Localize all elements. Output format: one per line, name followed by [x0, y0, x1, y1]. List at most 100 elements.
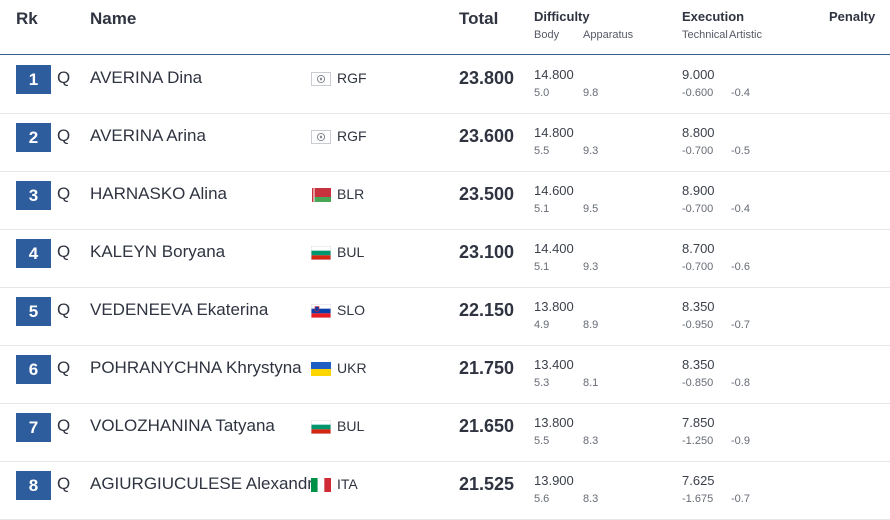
qualified-marker: Q	[57, 416, 71, 435]
table-row[interactable]: 8 Q AGIURGIUCULESE Alexandra ITA 21.525 13.90…	[0, 461, 890, 520]
qualified-marker: Q	[57, 242, 71, 261]
body-subheader: Body	[534, 29, 560, 41]
execution-score: 8.800	[682, 125, 715, 140]
artistic-deduction: -0.5	[731, 145, 750, 157]
country-code: BUL	[337, 244, 365, 260]
rank-badge: 4	[16, 239, 51, 268]
apparatus-subheader: Apparatus	[583, 29, 634, 41]
difficulty-score: 13.800	[534, 415, 574, 430]
total-score: 21.650	[459, 416, 515, 436]
qualified-marker: Q	[57, 184, 71, 203]
bul-flag-icon	[311, 246, 331, 260]
artistic-deduction: -0.4	[731, 87, 750, 99]
technical-deduction: -0.600	[682, 87, 714, 99]
execution-header: Execution	[682, 9, 745, 24]
difficulty-score: 13.400	[534, 357, 574, 372]
ukr-flag-icon	[311, 362, 331, 376]
athlete-name[interactable]: KALEYN Boryana	[90, 242, 226, 261]
qualified-marker: Q	[57, 300, 71, 319]
country-code: ITA	[337, 476, 358, 492]
apparatus-score: 9.3	[583, 261, 599, 273]
rank-badge: 3	[16, 181, 51, 210]
artistic-deduction: -0.9	[731, 435, 750, 447]
table-row[interactable]: 5 Q VEDENEEVA Ekaterina SLO 22.150 13.800 4.9 8…	[0, 287, 890, 346]
artistic-deduction: -0.4	[731, 203, 750, 215]
execution-score: 7.625	[682, 473, 715, 488]
technical-deduction: -0.700	[682, 261, 714, 273]
rank-badge: 2	[16, 123, 51, 152]
difficulty-score: 14.800	[534, 67, 574, 82]
blr-flag-icon	[311, 188, 331, 202]
difficulty-score: 14.600	[534, 183, 574, 198]
penalty-header: Penalty	[829, 9, 876, 24]
body-score: 5.5	[534, 435, 550, 447]
total-score: 21.525	[459, 474, 515, 494]
athlete-name[interactable]: HARNASKO Alina	[90, 184, 227, 203]
body-score: 4.9	[534, 319, 550, 331]
difficulty-score: 13.900	[534, 473, 574, 488]
slo-flag-icon	[311, 304, 331, 318]
country-code: UKR	[337, 360, 367, 376]
total-score: 23.500	[459, 184, 515, 204]
artistic-deduction: -0.8	[731, 377, 750, 389]
apparatus-score: 8.1	[583, 377, 599, 389]
difficulty-header: Difficulty	[534, 9, 590, 24]
country-code: SLO	[337, 302, 366, 318]
execution-score: 8.350	[682, 299, 715, 314]
artistic-deduction: -0.7	[731, 319, 750, 331]
qualified-marker: Q	[57, 68, 71, 87]
total-score: 22.150	[459, 300, 515, 320]
total-score: 21.750	[459, 358, 515, 378]
rank-badge: 7	[16, 413, 51, 442]
body-score: 5.1	[534, 261, 550, 273]
technical-deduction: -0.700	[682, 145, 714, 157]
body-score: 5.0	[534, 87, 550, 99]
athlete-name[interactable]: VOLOZHANINA Tatyana	[90, 416, 275, 435]
table-row[interactable]: 7 Q VOLOZHANINA Tatyana BUL 21.650 13.800 5.5 8…	[0, 403, 890, 462]
athlete-name[interactable]: POHRANYCHNA Khrystyna	[90, 358, 302, 377]
apparatus-score: 8.3	[583, 435, 599, 447]
artistic-subheader: Artistic	[729, 29, 762, 41]
technical-deduction: -0.950	[682, 319, 714, 331]
technical-deduction: -0.850	[682, 377, 714, 389]
artistic-deduction: -0.7	[731, 493, 750, 505]
apparatus-score: 9.3	[583, 145, 599, 157]
rgf-flag-icon	[311, 72, 331, 86]
athlete-name[interactable]: VEDENEEVA Ekaterina	[90, 300, 269, 319]
total-header: Total	[459, 9, 499, 28]
athlete-name[interactable]: AGIURGIUCULESE Alexandra	[90, 474, 323, 493]
table-row[interactable]: 1 Q AVERINA Dina RGF 23.800 14.800 5.0 9.8 9.000…	[0, 55, 890, 114]
country-code: BLR	[337, 186, 365, 202]
table-row[interactable]: 6 Q POHRANYCHNA Khrystyna UKR 21.750 13.400 5.…	[0, 345, 890, 404]
difficulty-score: 14.800	[534, 125, 574, 140]
body-score: 5.3	[534, 377, 550, 389]
apparatus-score: 8.3	[583, 493, 599, 505]
execution-score: 8.700	[682, 241, 715, 256]
rank-badge: 8	[16, 471, 51, 500]
execution-score: 8.900	[682, 183, 715, 198]
country-code: RGF	[337, 70, 367, 86]
technical-deduction: -1.250	[682, 435, 714, 447]
total-score: 23.800	[459, 68, 515, 88]
table-row[interactable]: 3 Q HARNASKO Alina BLR 23.500 14.600 5.1 9.5 8.9…	[0, 171, 890, 230]
total-score: 23.600	[459, 126, 515, 146]
athlete-name[interactable]: AVERINA Arina	[90, 126, 206, 145]
rgf-flag-icon	[311, 130, 331, 144]
execution-score: 8.350	[682, 357, 715, 372]
body-score: 5.5	[534, 145, 550, 157]
body-score: 5.6	[534, 493, 550, 505]
qualified-marker: Q	[57, 474, 71, 493]
technical-subheader: Technical	[682, 29, 728, 41]
bul-flag-icon	[311, 420, 331, 434]
apparatus-score: 9.8	[583, 87, 599, 99]
execution-score: 9.000	[682, 67, 715, 82]
technical-deduction: -1.675	[682, 493, 714, 505]
rank-badge: 1	[16, 65, 51, 94]
difficulty-score: 13.800	[534, 299, 574, 314]
difficulty-score: 14.400	[534, 241, 574, 256]
table-row[interactable]: 4 Q KALEYN Boryana BUL 23.100 14.400 5.1 9.3 8.7…	[0, 229, 890, 288]
qualified-marker: Q	[57, 358, 71, 377]
athlete-name[interactable]: AVERINA Dina	[90, 68, 203, 87]
body-score: 5.1	[534, 203, 550, 215]
table-row[interactable]: 2 Q AVERINA Arina RGF 23.600 14.800 5.5 9.3 8.80…	[0, 113, 890, 172]
